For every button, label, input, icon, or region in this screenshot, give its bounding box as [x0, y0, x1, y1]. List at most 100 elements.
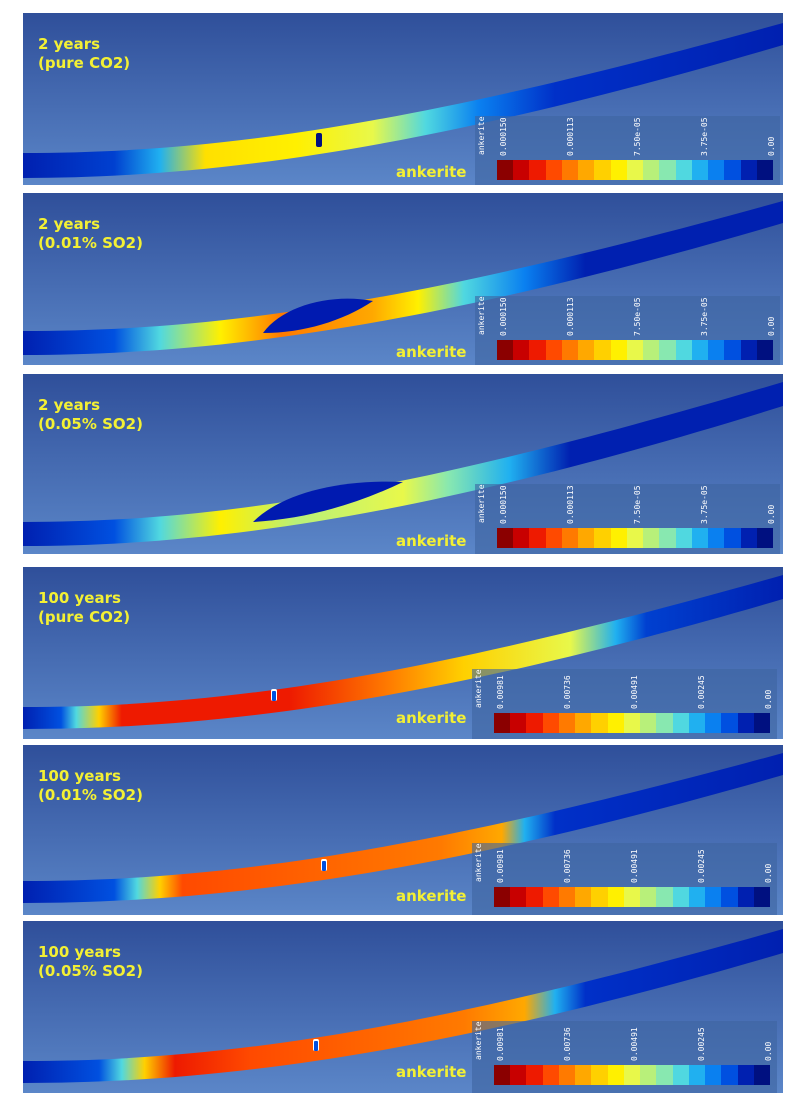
- colorbar-swatch: [510, 713, 527, 733]
- colorbar-swatch: [675, 160, 692, 180]
- legend-title: ankerite: [474, 843, 483, 882]
- colorbar-swatch: [542, 887, 559, 907]
- legend-title: ankerite: [474, 669, 483, 708]
- colorbar-swatch: [672, 887, 689, 907]
- duration-label: 100 years: [38, 589, 121, 607]
- colorbar-swatch: [497, 160, 514, 180]
- panel-100y-005-so2: 100 years (0.05% SO2) ankerite ankerite …: [23, 921, 783, 1093]
- colorbar-swatch: [753, 713, 770, 733]
- colorbar-swatch: [756, 528, 773, 548]
- tick-label: 0.00981: [496, 675, 505, 709]
- colorbar-swatch: [705, 1065, 722, 1085]
- tick-label: 0.00: [767, 136, 776, 156]
- tick-label: 0.00491: [630, 675, 639, 709]
- colorbar-swatch: [497, 340, 514, 360]
- colorbar-swatch: [691, 160, 709, 180]
- tick-label: 7.50e-05: [633, 485, 642, 524]
- colorbar-swatch: [675, 528, 692, 548]
- colorbar-swatch: [656, 1065, 673, 1085]
- colorbar-swatch: [724, 340, 741, 360]
- colorbar-swatch: [610, 340, 627, 360]
- colorbar-legend: ankerite 0.00981 0.00736 0.00491 0.00245…: [472, 669, 777, 739]
- colorbar: [494, 713, 770, 733]
- tick-label: 7.50e-05: [633, 297, 642, 336]
- tick-label: 7.50e-05: [633, 117, 642, 156]
- panel-2y-005-so2: 2 years (0.05% SO2) ankerite ankerite 0.…: [23, 374, 783, 554]
- colorbar-swatch: [721, 887, 738, 907]
- colorbar-swatch: [623, 887, 641, 907]
- duration-label: 100 years: [38, 767, 121, 785]
- colorbar-swatch: [575, 1065, 592, 1085]
- colorbar-swatch: [558, 887, 576, 907]
- tick-label: 0.000150: [499, 117, 508, 156]
- colorbar-swatch: [561, 528, 579, 548]
- colorbar-swatch: [594, 160, 611, 180]
- colorbar-swatch: [558, 1065, 576, 1085]
- colorbar-swatch: [529, 528, 546, 548]
- tick-label: 0.00981: [496, 849, 505, 883]
- colorbar-swatch: [643, 528, 660, 548]
- colorbar-swatch: [578, 160, 595, 180]
- tick-label: 0.00: [764, 689, 773, 709]
- colorbar-swatch: [705, 713, 722, 733]
- tick-label: 0.000113: [566, 485, 575, 524]
- panel-title: 2 years (0.01% SO2): [38, 215, 143, 253]
- colorbar-swatch: [643, 340, 660, 360]
- colorbar: [497, 528, 773, 548]
- condition-label: (pure CO2): [38, 54, 131, 72]
- colorbar: [497, 160, 773, 180]
- tick-label: 0.00: [767, 316, 776, 336]
- colorbar-swatch: [526, 713, 543, 733]
- colorbar-swatch: [672, 1065, 689, 1085]
- colorbar-swatch: [753, 1065, 770, 1085]
- colorbar-swatch: [513, 340, 530, 360]
- colorbar-swatch: [640, 1065, 657, 1085]
- colorbar-swatch: [545, 160, 562, 180]
- mineral-label: ankerite: [396, 1063, 467, 1081]
- colorbar: [494, 887, 770, 907]
- tick-label: 0.00736: [563, 849, 572, 883]
- colorbar-swatch: [691, 528, 709, 548]
- colorbar-swatch: [705, 887, 722, 907]
- colorbar-swatch: [526, 1065, 543, 1085]
- panel-title: 2 years (0.05% SO2): [38, 396, 143, 434]
- colorbar-swatch: [737, 713, 754, 733]
- mineral-label: ankerite: [396, 343, 467, 361]
- colorbar-swatch: [529, 340, 546, 360]
- colorbar-swatch: [724, 160, 741, 180]
- colorbar-swatch: [558, 713, 576, 733]
- tick-label: 0.000150: [499, 297, 508, 336]
- tick-label: 0.00981: [496, 1027, 505, 1061]
- tick-label: 0.000113: [566, 297, 575, 336]
- condition-label: (0.01% SO2): [38, 234, 143, 252]
- colorbar-swatch: [607, 713, 624, 733]
- colorbar-legend: ankerite 0.000150 0.000113 7.50e-05 3.75…: [475, 116, 780, 185]
- tick-label: 0.000113: [566, 117, 575, 156]
- colorbar-swatch: [708, 340, 725, 360]
- colorbar: [494, 1065, 770, 1085]
- colorbar-legend: ankerite 0.00981 0.00736 0.00491 0.00245…: [472, 843, 777, 915]
- colorbar-swatch: [623, 713, 641, 733]
- colorbar-swatch: [659, 528, 676, 548]
- colorbar-swatch: [513, 160, 530, 180]
- colorbar-swatch: [675, 340, 692, 360]
- panel-100y-pure-co2: 100 years (pure CO2) ankerite ankerite 0…: [23, 567, 783, 739]
- colorbar-legend: ankerite 0.000150 0.000113 7.50e-05 3.75…: [475, 296, 780, 365]
- colorbar-swatch: [721, 713, 738, 733]
- colorbar-swatch: [640, 887, 657, 907]
- colorbar-swatch: [753, 887, 770, 907]
- colorbar-swatch: [708, 528, 725, 548]
- colorbar-swatch: [721, 1065, 738, 1085]
- colorbar-swatch: [575, 887, 592, 907]
- colorbar-swatch: [756, 160, 773, 180]
- condition-label: (pure CO2): [38, 608, 131, 626]
- colorbar-swatch: [494, 713, 511, 733]
- colorbar-swatch: [688, 887, 706, 907]
- colorbar-swatch: [494, 887, 511, 907]
- colorbar-legend: ankerite 0.00981 0.00736 0.00491 0.00245…: [472, 1021, 777, 1093]
- tick-label: 3.75e-05: [700, 485, 709, 524]
- colorbar-swatch: [623, 1065, 641, 1085]
- colorbar-swatch: [578, 528, 595, 548]
- duration-label: 2 years: [38, 35, 101, 53]
- colorbar-swatch: [526, 887, 543, 907]
